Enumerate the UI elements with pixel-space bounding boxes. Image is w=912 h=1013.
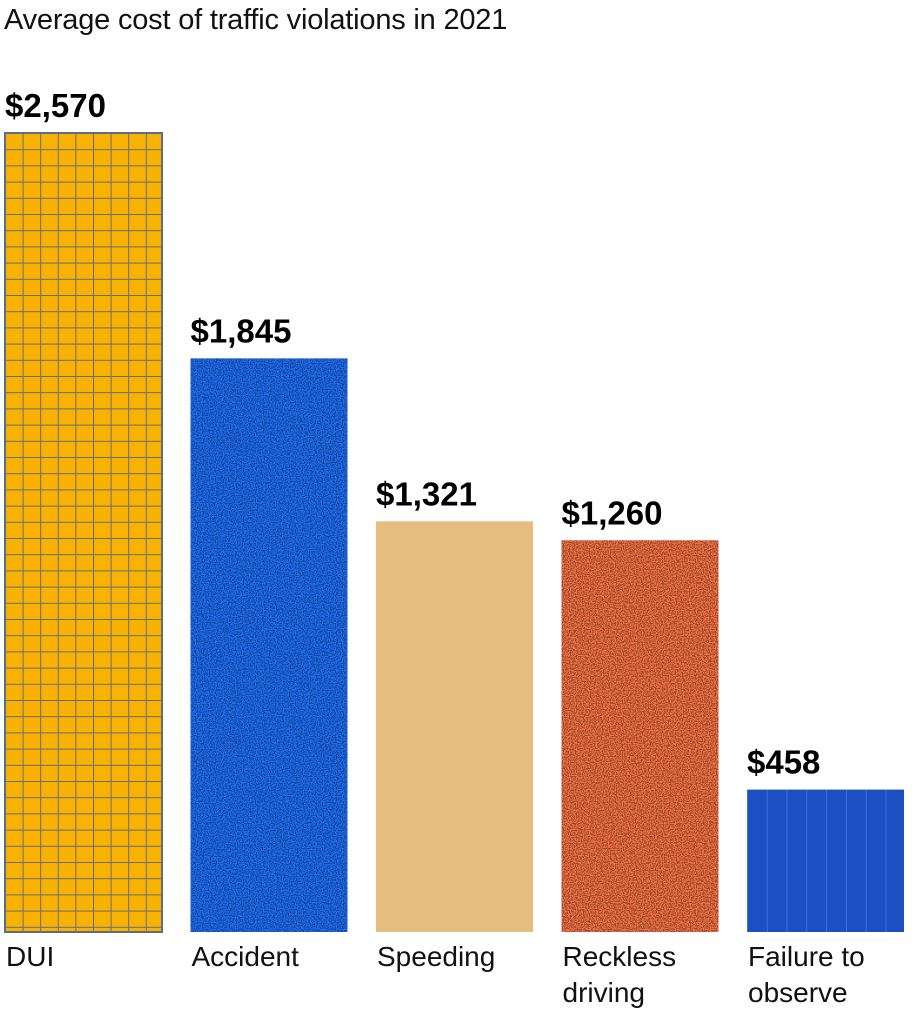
category-label: driving <box>563 977 645 1008</box>
value-label: $2,570 <box>5 87 106 124</box>
category-label: Accident <box>192 941 300 972</box>
chart-title: Average cost of traffic violations in 20… <box>4 4 508 36</box>
category-label: Failure to <box>748 941 865 972</box>
category-label: DUI <box>6 941 54 972</box>
bar-3 <box>376 521 533 932</box>
category-label: Reckless <box>563 941 677 972</box>
category-label: observe <box>748 977 848 1008</box>
bar-4 <box>561 540 719 932</box>
category-label: Speeding <box>377 941 495 972</box>
bar-5 <box>747 789 904 932</box>
value-label: $1,845 <box>191 312 292 349</box>
bar-2 <box>190 358 348 933</box>
value-label: $458 <box>747 744 820 781</box>
value-label: $1,260 <box>562 494 663 531</box>
value-label: $1,321 <box>376 475 477 512</box>
bar-1 <box>4 132 163 933</box>
